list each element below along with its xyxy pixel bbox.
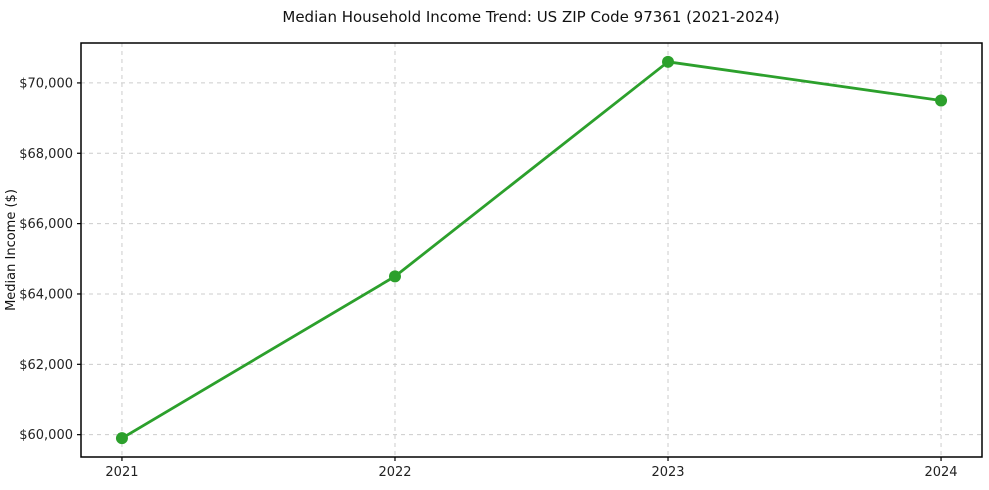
y-tick-label: $70,000	[19, 76, 73, 91]
y-tick-label: $62,000	[19, 358, 73, 373]
y-tick-label: $60,000	[19, 428, 73, 443]
y-axis-label: Median Income ($)	[4, 189, 19, 311]
series-layer	[115, 55, 948, 445]
x-tick-label: 2024	[924, 465, 957, 480]
x-tick-label: 2023	[651, 465, 684, 480]
trend-line	[120, 60, 943, 440]
y-tick-label: $64,000	[19, 287, 73, 302]
data-point-2023	[662, 55, 675, 68]
data-point-2021	[115, 432, 128, 445]
y-tick-label: $66,000	[19, 217, 73, 232]
data-point-2024	[935, 94, 948, 107]
grid-layer	[81, 43, 982, 457]
plot-border	[80, 42, 983, 458]
y-tick-label: $68,000	[19, 147, 73, 162]
axis-layer: 2021 2022 2023 2024 $60,000 $62,000 $64,000 $66…	[19, 42, 983, 480]
chart-title: Median Household Income Trend: US ZIP Co…	[282, 8, 779, 26]
x-tick-label: 2021	[105, 465, 138, 480]
x-tick-label: 2022	[378, 465, 411, 480]
data-point-2022	[388, 270, 401, 283]
